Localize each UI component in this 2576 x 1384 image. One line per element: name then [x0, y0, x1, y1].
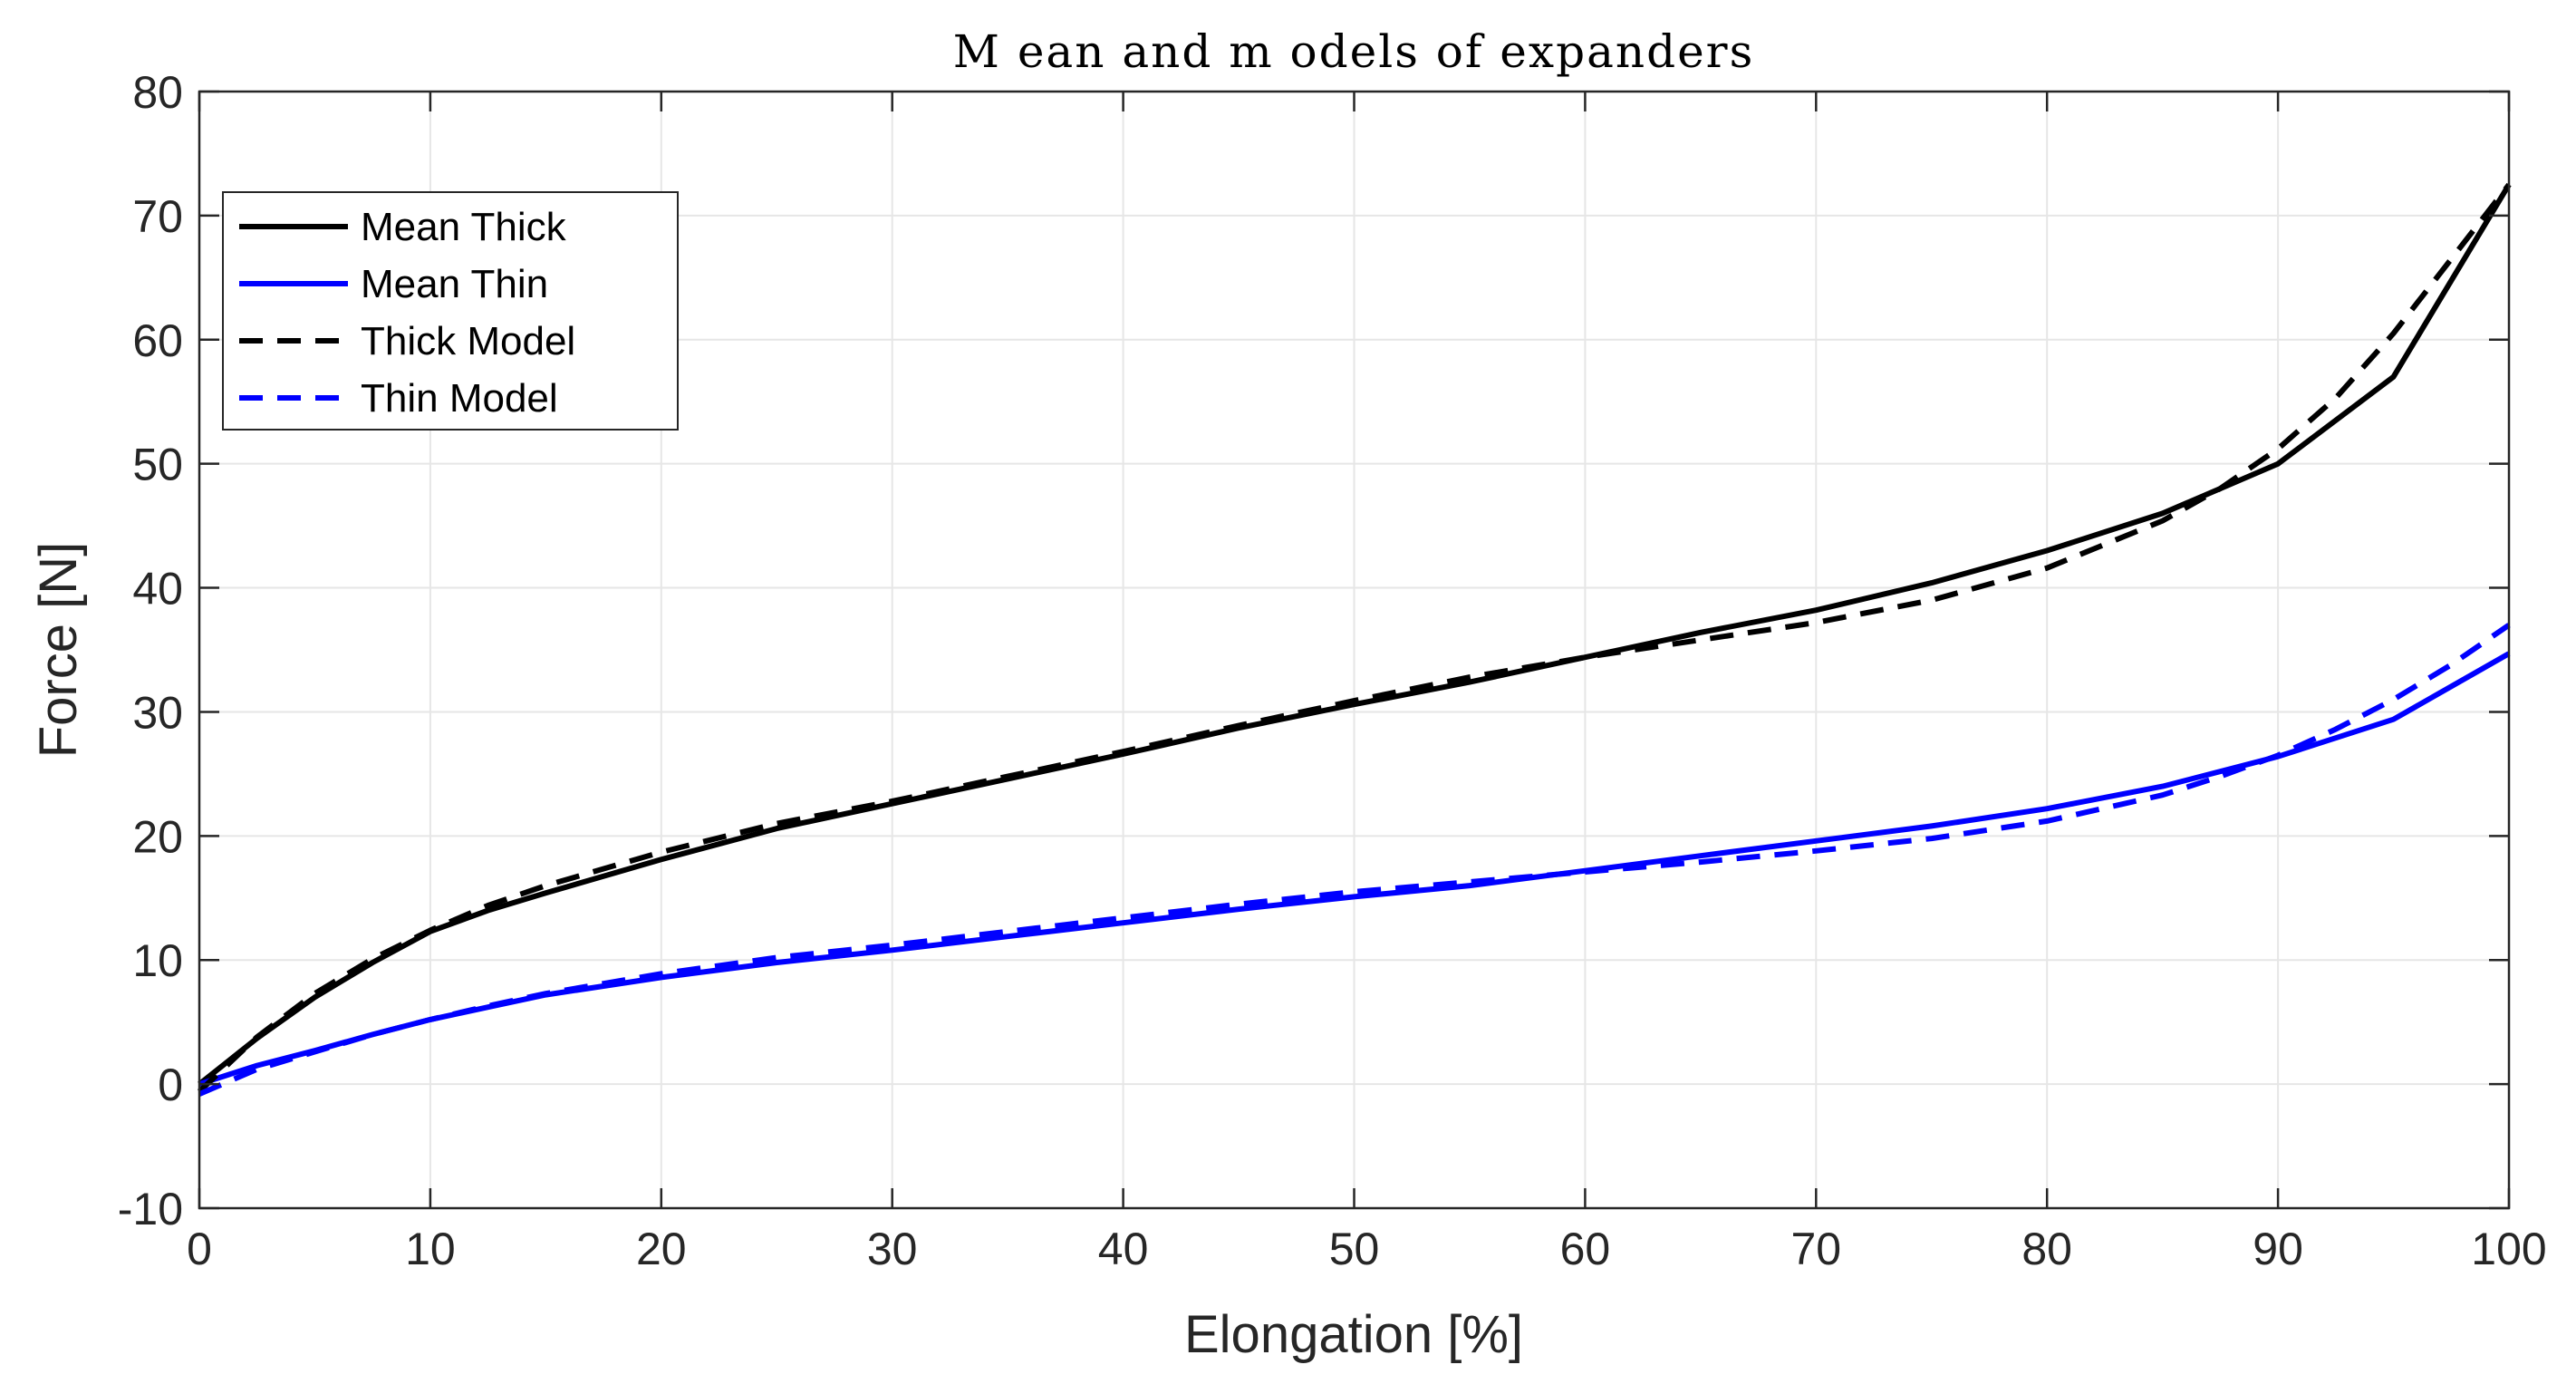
x-tick-label: 50	[1329, 1224, 1380, 1274]
legend-box	[222, 191, 679, 431]
y-tick-label: 20	[132, 811, 183, 862]
y-tick-label: 30	[132, 687, 183, 738]
y-tick-label: 0	[158, 1060, 183, 1110]
legend-label: Thin Model	[361, 376, 558, 421]
x-tick-label: 70	[1790, 1224, 1841, 1274]
y-tick-label: 40	[132, 564, 183, 615]
series-layer	[197, 182, 2512, 1097]
tick-labels: 0 10 20 30 40 50 60 70 80 90 100-10010203040506070…	[118, 67, 2547, 1274]
x-tick-label: 100	[2471, 1224, 2546, 1274]
x-tick-label: 40	[1098, 1224, 1149, 1274]
x-tick-label: 10	[405, 1224, 456, 1274]
x-axis-label: Elongation [%]	[1184, 1305, 1523, 1364]
ticks	[198, 90, 2511, 1210]
x-tick-label: 20	[636, 1224, 687, 1274]
series-line-thin-model	[198, 623, 2511, 1097]
y-tick-label: 70	[132, 191, 183, 242]
x-tick-label: 80	[2021, 1224, 2072, 1274]
legend-label: Mean Thin	[361, 262, 548, 306]
legend-label: Mean Thick	[361, 205, 567, 249]
x-tick-label: 60	[1560, 1224, 1611, 1274]
x-tick-label: 30	[867, 1224, 918, 1274]
y-tick-label: 10	[132, 935, 183, 986]
y-axis-label: Force [N]	[29, 542, 88, 759]
y-tick-label: 60	[132, 315, 183, 366]
y-tick-label: -10	[118, 1184, 183, 1234]
legend: Mean Thick Mean Thin Thick Model Thin Model	[222, 191, 679, 431]
legend-label: Thick Model	[361, 319, 575, 363]
y-tick-label: 50	[132, 440, 183, 490]
x-tick-label: 90	[2253, 1224, 2303, 1274]
series-line-thick-model	[197, 182, 2512, 1094]
grid	[199, 92, 2509, 1208]
y-tick-label: 80	[132, 67, 183, 118]
x-tick-label: 0	[187, 1224, 212, 1274]
chart-title: M ean and m odels of expanders	[953, 25, 1755, 78]
